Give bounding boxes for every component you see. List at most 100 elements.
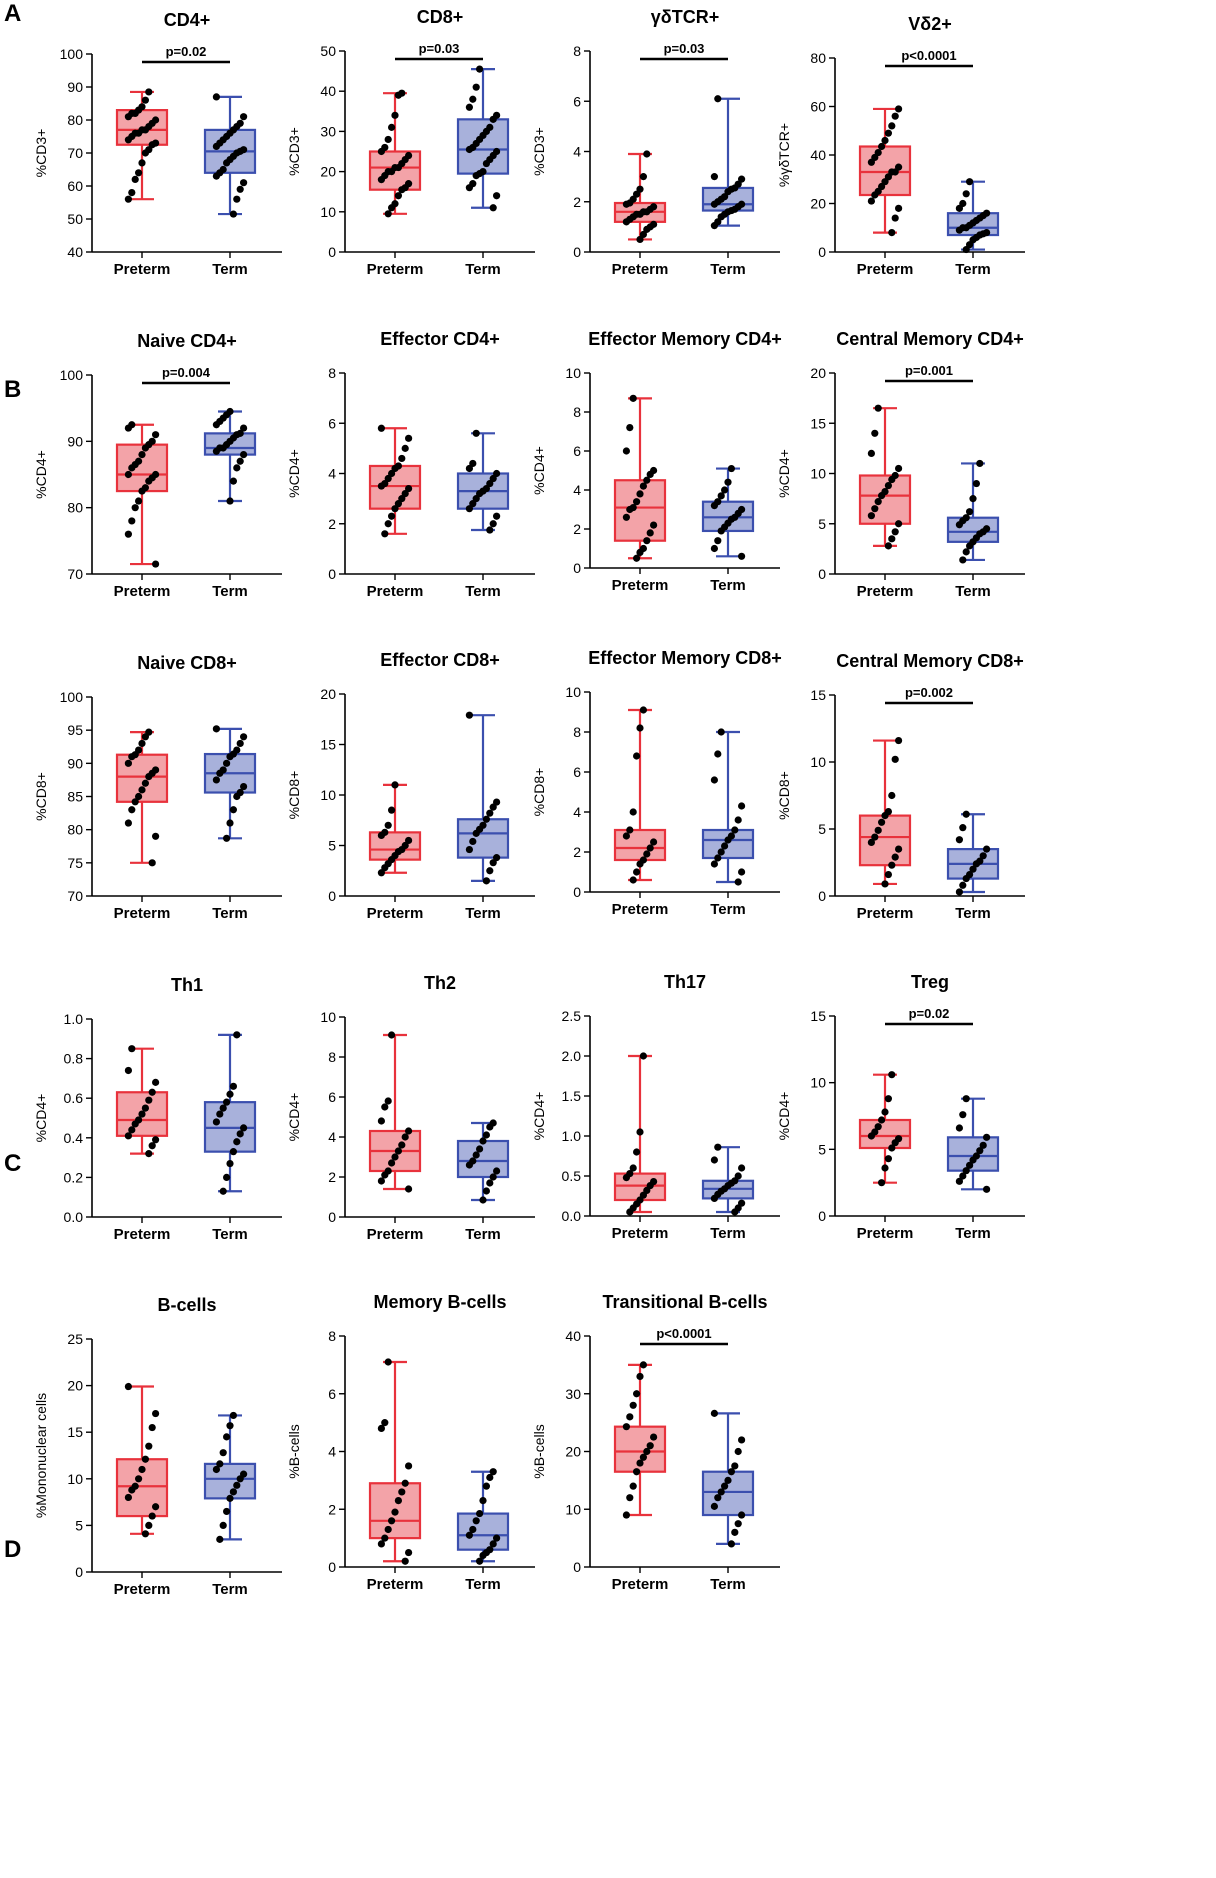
data-point	[959, 881, 967, 889]
y-tick-label: 60	[67, 178, 83, 194]
p-value-label: p=0.02	[909, 1006, 950, 1021]
data-point	[401, 1479, 409, 1487]
box-series-preterm	[858, 404, 912, 550]
data-point	[738, 1436, 746, 1444]
data-point	[878, 818, 886, 826]
data-point	[955, 888, 964, 896]
box-series-preterm	[115, 1382, 169, 1538]
y-tick-label: 20	[320, 164, 336, 180]
data-point	[401, 1133, 409, 1141]
data-point	[377, 1424, 385, 1432]
data-point	[145, 1521, 153, 1529]
data-point	[626, 1170, 634, 1178]
data-point	[626, 826, 634, 834]
x-tick-label-term: Term	[465, 583, 501, 600]
y-tick-label: 10	[810, 1075, 826, 1091]
data-point	[124, 1132, 132, 1140]
box-iqr	[858, 474, 912, 525]
data-point	[626, 1494, 634, 1502]
y-tick-label: 40	[67, 244, 83, 260]
data-point	[874, 826, 882, 834]
y-tick-label: 6	[573, 93, 581, 109]
data-point	[479, 1137, 487, 1145]
data-point	[633, 1468, 641, 1476]
box-series-term	[701, 464, 755, 560]
y-tick-label: 0	[818, 566, 826, 582]
data-point	[486, 479, 494, 488]
data-point	[145, 728, 153, 736]
data-point	[639, 482, 648, 490]
data-point	[962, 548, 970, 556]
data-point	[240, 1124, 248, 1132]
data-point	[650, 466, 658, 475]
data-point	[482, 1482, 490, 1490]
data-point	[219, 1521, 227, 1529]
x-tick-label-term: Term	[212, 905, 248, 922]
data-point	[888, 1071, 896, 1079]
chart-title: CD8+	[417, 7, 464, 27]
x-tick-label-preterm: Preterm	[857, 1225, 914, 1242]
chart-1: CD4+ %CD3+ 40 50 60 70 80 90 100 Preterm Term p=0.0…	[33, 10, 282, 278]
data-point	[384, 1167, 392, 1175]
y-tick-label: 30	[565, 1386, 581, 1402]
data-point	[717, 728, 725, 736]
y-tick-label: 8	[328, 1049, 336, 1065]
chart-title: Effector Memory CD4+	[588, 329, 782, 349]
data-point	[622, 1423, 631, 1431]
chart-5: Naive CD4+ %CD4+ 70 80 90 100 Preterm Term p=0.0…	[33, 331, 282, 600]
y-axis-label: %CD4+	[531, 1092, 547, 1141]
box-series-term	[456, 711, 510, 885]
y-tick-label: 0	[328, 566, 336, 582]
box-series-term	[946, 178, 1000, 254]
data-point	[236, 457, 244, 465]
y-tick-label: 2	[328, 1169, 336, 1185]
data-point	[405, 1548, 413, 1557]
data-point	[966, 870, 974, 879]
data-point	[135, 792, 143, 801]
data-point	[895, 845, 903, 853]
data-point	[240, 146, 248, 154]
data-point	[878, 1179, 886, 1187]
data-point	[384, 474, 392, 483]
x-tick-label-term: Term	[955, 261, 991, 278]
data-point	[738, 1511, 746, 1519]
data-point	[959, 1172, 967, 1180]
chart-9: Naive CD8+ %CD8+ 70 75 80 85 90 95 100 Preterm Ter…	[33, 653, 282, 922]
data-point	[138, 103, 146, 111]
y-tick-label: 2.5	[562, 1008, 582, 1024]
data-point	[727, 1540, 736, 1548]
chart-title: γδTCR+	[651, 7, 719, 27]
data-point	[738, 1199, 746, 1207]
y-tick-label: 2	[328, 516, 336, 532]
data-point	[727, 832, 736, 840]
x-tick-label-preterm: Preterm	[612, 577, 669, 594]
data-point	[489, 1468, 497, 1476]
data-point	[124, 470, 132, 479]
data-point	[240, 1470, 248, 1478]
y-tick-label: 2	[328, 1501, 336, 1517]
data-point	[219, 1449, 227, 1457]
chart-title: B-cells	[157, 1295, 216, 1315]
data-point	[152, 832, 160, 840]
data-point	[384, 135, 392, 144]
data-point	[223, 1173, 231, 1181]
data-point	[714, 537, 722, 545]
data-point	[391, 781, 399, 789]
data-point	[738, 200, 746, 208]
data-point	[135, 746, 143, 754]
data-point	[714, 218, 722, 226]
data-point	[401, 444, 409, 452]
data-point	[476, 1145, 484, 1153]
y-tick-label: 95	[67, 722, 83, 738]
p-value-label: p=0.001	[905, 363, 953, 378]
data-point	[152, 116, 160, 124]
data-point	[738, 505, 746, 514]
data-point	[482, 877, 490, 885]
y-tick-label: 5	[75, 1517, 83, 1533]
data-point	[398, 1488, 406, 1496]
y-axis-label: %CD3+	[286, 127, 302, 176]
y-tick-label: 5	[818, 1141, 826, 1157]
data-point	[240, 451, 248, 459]
data-point	[643, 150, 651, 158]
data-point	[878, 1116, 886, 1124]
